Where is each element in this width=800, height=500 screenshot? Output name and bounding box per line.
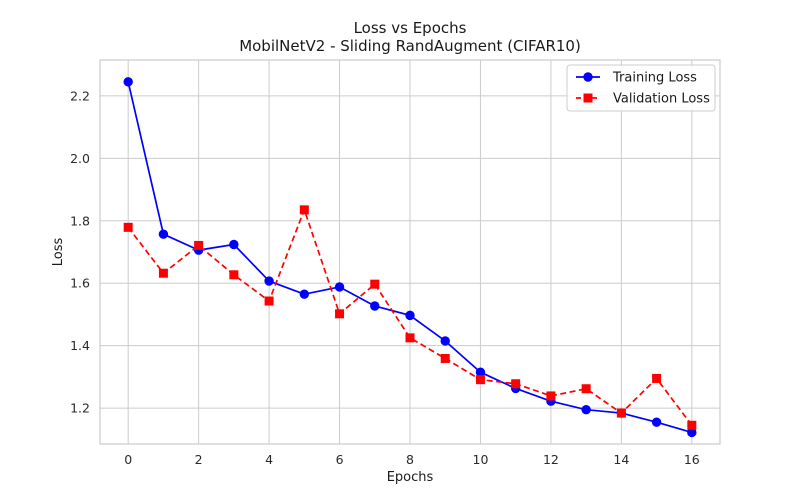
validation-loss-point bbox=[546, 391, 556, 401]
training-loss-point bbox=[158, 229, 169, 239]
legend-validation-label: Validation Loss bbox=[613, 92, 710, 107]
validation-loss-point bbox=[299, 205, 309, 215]
x-tick-label: 12 bbox=[543, 452, 559, 467]
y-tick-labels: 1.2 1.4 1.6 1.8 2.0 2.2 bbox=[70, 88, 90, 415]
chart-subtitle: MobilNetV2 - Sliding RandAugment (CIFAR1… bbox=[239, 37, 581, 55]
x-tick-label: 6 bbox=[336, 452, 344, 467]
x-tick-label: 0 bbox=[124, 452, 132, 467]
training-loss-point bbox=[229, 239, 239, 250]
training-loss-point bbox=[581, 404, 591, 415]
x-tick-label: 10 bbox=[473, 452, 489, 467]
chart-title: Loss vs Epochs bbox=[354, 19, 467, 37]
validation-loss-point bbox=[475, 375, 485, 385]
training-loss-point bbox=[405, 310, 415, 321]
y-tick-label: 1.4 bbox=[70, 338, 90, 353]
training-loss-point bbox=[475, 367, 486, 377]
legend: Training Loss Validation Loss bbox=[566, 64, 716, 112]
y-tick-label: 1.2 bbox=[70, 401, 90, 416]
training-loss-point bbox=[334, 282, 345, 292]
validation-loss-point bbox=[581, 384, 591, 394]
validation-loss-line bbox=[127, 209, 693, 426]
validation-loss-point bbox=[264, 296, 274, 306]
training-loss-point bbox=[299, 289, 310, 299]
validation-loss-point bbox=[616, 408, 626, 418]
x-tick-labels: 0 2 4 6 8 10 12 14 16 bbox=[124, 452, 700, 467]
validation-loss-point bbox=[335, 309, 345, 319]
series-layer bbox=[123, 77, 697, 438]
training-loss-point bbox=[264, 276, 274, 286]
validation-loss-point bbox=[123, 222, 133, 232]
validation-loss-point bbox=[194, 240, 204, 250]
legend-training-marker bbox=[583, 72, 593, 82]
validation-loss-point bbox=[229, 270, 239, 280]
validation-loss-point bbox=[687, 420, 697, 430]
legend-box bbox=[566, 64, 716, 112]
plot-frame bbox=[99, 59, 721, 445]
validation-loss-point bbox=[405, 333, 415, 343]
validation-loss-point bbox=[370, 279, 380, 289]
y-tick-label: 2.0 bbox=[70, 151, 90, 166]
x-tick-label: 4 bbox=[265, 452, 273, 467]
validation-loss-point bbox=[158, 268, 168, 278]
training-loss-point bbox=[687, 427, 697, 438]
y-tick-label: 2.2 bbox=[70, 88, 90, 103]
training-loss-point bbox=[651, 417, 662, 427]
y-tick-label: 1.6 bbox=[70, 276, 90, 291]
legend-validation-marker bbox=[583, 93, 593, 103]
training-loss-point bbox=[440, 336, 450, 346]
y-tick-label: 1.8 bbox=[70, 213, 90, 228]
x-tick-label: 2 bbox=[195, 452, 203, 467]
x-tick-label: 8 bbox=[406, 452, 414, 467]
y-axis-label: Loss bbox=[51, 238, 66, 267]
grid bbox=[100, 60, 720, 444]
training-loss-point bbox=[370, 301, 380, 311]
x-axis-label: Epochs bbox=[387, 470, 434, 485]
validation-loss-point bbox=[511, 379, 521, 389]
validation-loss-point bbox=[440, 353, 450, 363]
x-tick-label: 16 bbox=[684, 452, 700, 467]
validation-loss-point bbox=[652, 373, 662, 383]
legend-training-label: Training Loss bbox=[612, 71, 697, 86]
training-loss-point bbox=[123, 77, 133, 87]
x-tick-label: 14 bbox=[613, 452, 629, 467]
